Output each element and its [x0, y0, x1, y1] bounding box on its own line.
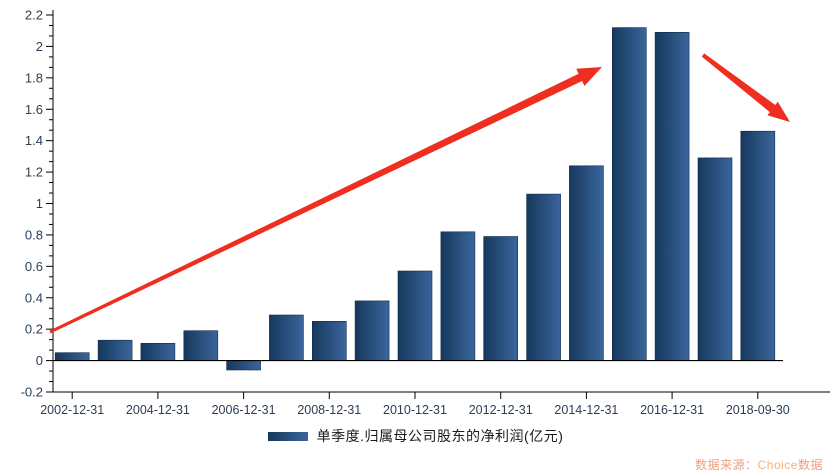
data-source: 数据来源：Choice数据	[695, 456, 823, 473]
y-tick-label: 2	[36, 39, 43, 54]
y-tick-label: 0.2	[25, 322, 43, 337]
bar[interactable]	[740, 130, 776, 361]
y-tick-label: 1.6	[25, 102, 43, 117]
x-tick-label: 2014-12-31	[554, 403, 618, 417]
bar[interactable]	[183, 330, 219, 361]
y-tick-label: 1.2	[25, 165, 43, 180]
y-tick-label: 0	[36, 353, 43, 368]
y-tick-label: 2.2	[25, 8, 43, 23]
x-tick-label: 2006-12-31	[212, 403, 276, 417]
x-tick-label: 2004-12-31	[126, 403, 190, 417]
y-tick-label: 1.8	[25, 70, 43, 85]
y-tick-label: 0.6	[25, 259, 43, 274]
x-tick-label: 2012-12-31	[469, 403, 533, 417]
x-tick-label: 2010-12-31	[383, 403, 447, 417]
legend-swatch-icon	[267, 431, 308, 441]
down-trend-arrow	[701, 53, 790, 122]
bar[interactable]	[311, 320, 347, 361]
bar[interactable]	[611, 27, 647, 361]
legend-label: 单季度.归属母公司股东的净利润(亿元)	[316, 428, 564, 444]
x-tick-label: 2008-12-31	[297, 403, 361, 417]
bar[interactable]	[97, 339, 133, 361]
bar[interactable]	[140, 342, 176, 361]
bar[interactable]	[354, 300, 390, 361]
data-source-prefix: 数据来源：	[695, 458, 758, 472]
x-tick-label: 2016-12-31	[640, 403, 704, 417]
bar[interactable]	[440, 231, 476, 361]
bar[interactable]	[483, 236, 519, 361]
y-tick-label: 1	[36, 196, 43, 211]
bar[interactable]	[654, 31, 690, 361]
bar[interactable]	[226, 360, 261, 371]
x-tick-label: 2002-12-31	[40, 403, 104, 417]
bar[interactable]	[569, 165, 604, 361]
y-tick-label: 1.4	[25, 133, 43, 148]
bar[interactable]	[397, 270, 433, 361]
bar[interactable]	[54, 352, 90, 361]
data-source-suffix: 数据	[797, 458, 823, 472]
up-trend-arrow	[49, 67, 602, 334]
y-tick-label: 0.8	[25, 227, 43, 242]
y-tick-label: -0.2	[21, 385, 43, 400]
data-source-brand: Choice	[757, 458, 798, 472]
bar[interactable]	[526, 193, 561, 361]
y-tick-label: 0.4	[25, 290, 43, 305]
x-tick-label: 2018-09-30	[726, 403, 790, 417]
legend[interactable]: 单季度.归属母公司股东的净利润(亿元)	[0, 427, 831, 445]
bar[interactable]	[697, 157, 733, 361]
bar[interactable]	[269, 314, 304, 361]
